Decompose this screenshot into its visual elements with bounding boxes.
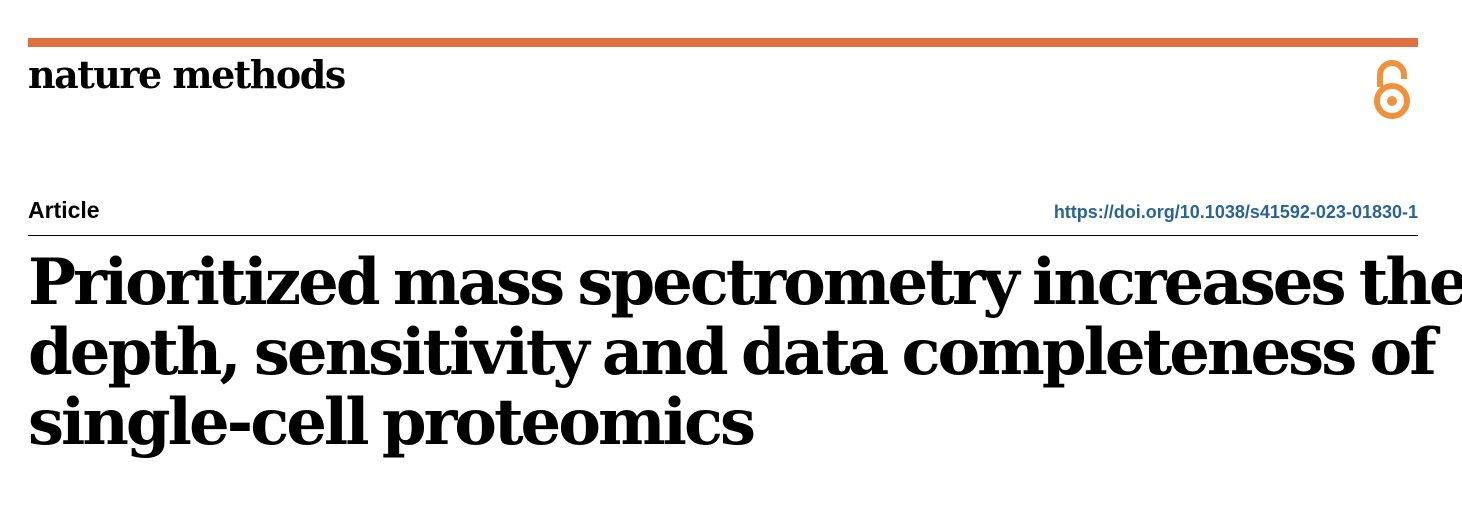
article-title-line: single-cell proteomics <box>28 385 756 460</box>
article-type-label: Article <box>28 197 100 223</box>
journal-accent-bar <box>28 38 1418 47</box>
journal-name[interactable]: nature methods <box>28 52 346 97</box>
article-title: Prioritized mass spectrometry increases … <box>28 245 1462 460</box>
header-divider <box>28 235 1418 236</box>
open-access-icon <box>1374 60 1410 119</box>
article-title-line: depth, sensitivity and data completeness… <box>28 315 1437 390</box>
doi-link[interactable]: https://doi.org/10.1038/s41592-023-01830… <box>1053 202 1418 222</box>
article-title-line: Prioritized mass spectrometry increases … <box>28 245 1462 320</box>
